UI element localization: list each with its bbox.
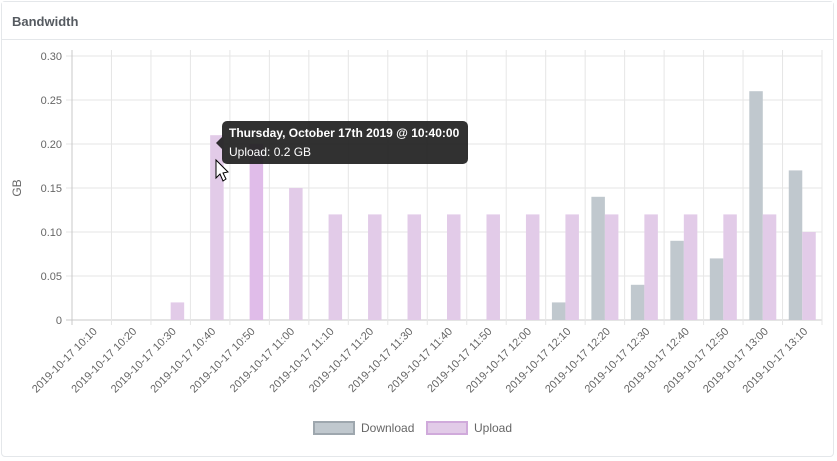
upload-bar[interactable]: [407, 214, 422, 320]
upload-bar[interactable]: [525, 214, 540, 320]
y-tick-label: 0: [56, 315, 62, 327]
tooltip-body: Upload: 0.2 GB: [229, 145, 311, 159]
upload-bar[interactable]: [762, 214, 777, 320]
tooltip-title: Thursday, October 17th 2019 @ 10:40:00: [229, 126, 460, 140]
mouse-cursor-icon: [215, 158, 230, 182]
upload-legend-swatch[interactable]: [426, 421, 468, 435]
upload-bar[interactable]: [604, 214, 619, 320]
download-bar[interactable]: [788, 170, 803, 320]
upload-bar[interactable]: [289, 188, 303, 320]
y-tick-label: 0.30: [41, 51, 62, 63]
download-bar[interactable]: [670, 240, 684, 320]
tooltip-caret: [216, 137, 222, 149]
upload-bar[interactable]: [723, 214, 737, 320]
upload-bar[interactable]: [249, 144, 264, 320]
download-legend-swatch[interactable]: [313, 421, 355, 435]
upload-bar[interactable]: [565, 214, 579, 320]
download-legend-label[interactable]: Download: [361, 421, 414, 435]
tooltip: [222, 121, 468, 164]
card-title: Bandwidth: [12, 14, 79, 29]
y-tick-label: 0.20: [41, 139, 62, 151]
upload-bar[interactable]: [802, 232, 816, 320]
upload-bar[interactable]: [210, 135, 224, 320]
y-axis-title: GB: [10, 179, 24, 196]
download-bar[interactable]: [551, 302, 566, 320]
card-header: Bandwidth: [2, 2, 833, 40]
upload-bar[interactable]: [170, 302, 185, 320]
y-tick-label: 0.15: [41, 183, 62, 195]
y-tick-label: 0.25: [41, 95, 62, 107]
upload-bar[interactable]: [328, 214, 343, 320]
y-tick-label: 0.05: [41, 271, 62, 283]
download-bar[interactable]: [591, 196, 605, 320]
upload-bar[interactable]: [368, 214, 382, 320]
x-tick-label: 2019-10-17 10:10: [30, 326, 100, 396]
download-bar[interactable]: [749, 91, 763, 320]
download-bar[interactable]: [630, 284, 645, 320]
upload-legend-label[interactable]: Upload: [474, 421, 512, 435]
download-bar[interactable]: [709, 258, 724, 320]
upload-bar[interactable]: [644, 214, 658, 320]
upload-bar[interactable]: [447, 214, 461, 320]
y-tick-label: 0.10: [41, 227, 62, 239]
upload-bar[interactable]: [683, 214, 698, 320]
upload-bar[interactable]: [486, 214, 500, 320]
